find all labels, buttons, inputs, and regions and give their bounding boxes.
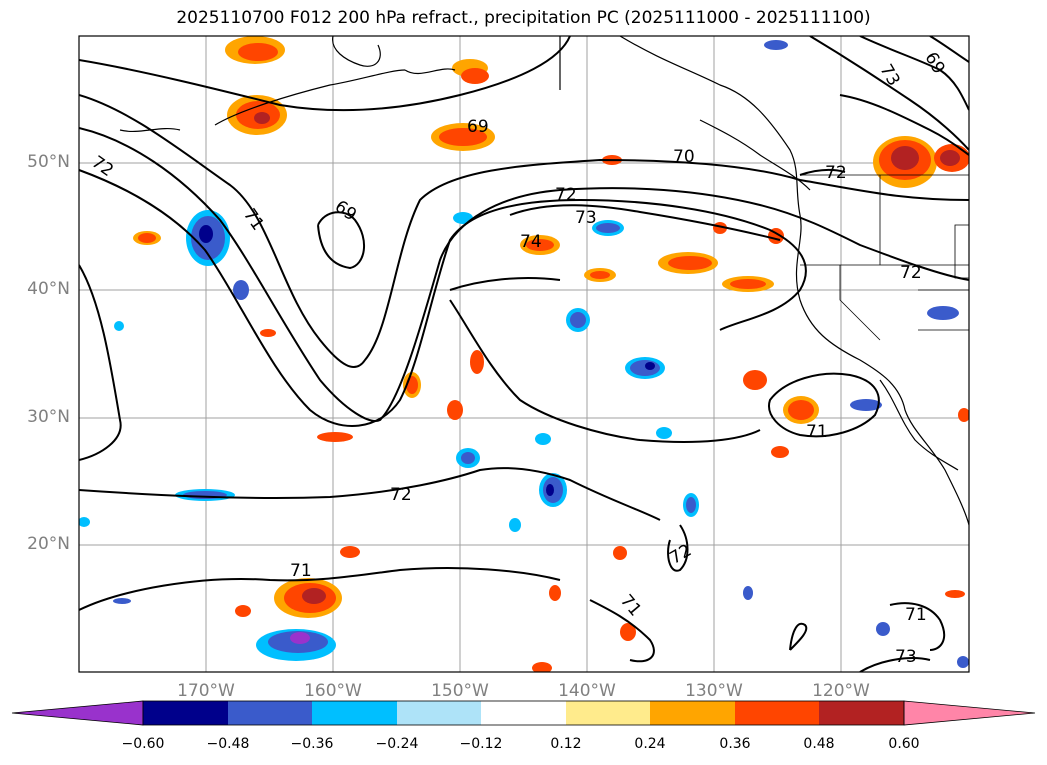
- contour-label: 71: [905, 605, 927, 625]
- contour-label: 74: [520, 232, 542, 252]
- contour-label: 71: [290, 561, 312, 581]
- colorbar-tick-label: 0.36: [719, 736, 751, 752]
- colorbar-tick-label: −0.48: [206, 736, 250, 752]
- refractivity-contours: [79, 36, 969, 672]
- contour-label: 72: [825, 163, 847, 183]
- positive-anomaly-patches: [133, 36, 969, 672]
- lon-label: 140°W: [558, 681, 616, 701]
- colorbar-segment: [819, 701, 904, 725]
- colorbar-extend-max: [903, 700, 1036, 726]
- contour-label: 71: [806, 422, 828, 442]
- colorbar-tick-label: −0.12: [459, 736, 503, 752]
- colorbar-segment: [312, 701, 397, 725]
- colorbar-tick-label: −0.36: [290, 736, 334, 752]
- colorbar-tick-label: 0.24: [634, 736, 666, 752]
- contour-label: 73: [575, 208, 597, 228]
- contour-label: 69: [467, 117, 489, 137]
- colorbar-tick-label: −0.24: [375, 736, 419, 752]
- colorbar: [11, 700, 1036, 726]
- colorbar-tick-label: −0.60: [121, 736, 165, 752]
- lon-label: 120°W: [812, 681, 870, 701]
- colorbar-segment: [735, 701, 820, 725]
- map-content: 69 70 72 73 74 71 72 69 72 72 71 71 71 7…: [79, 36, 969, 672]
- lon-label: 160°W: [304, 681, 362, 701]
- chart-title: 2025110700 F012 200 hPa refract., precip…: [176, 8, 871, 28]
- colorbar-extend-min: [11, 700, 144, 726]
- contour-label: 72: [555, 185, 577, 205]
- contour-label: 73: [895, 647, 917, 667]
- colorbar-segment: [481, 701, 566, 725]
- lat-label: 30°N: [27, 407, 70, 427]
- colorbar-segment: [228, 701, 313, 725]
- borders: [800, 174, 969, 341]
- lon-label: 150°W: [431, 681, 489, 701]
- gridlines: [79, 36, 969, 672]
- colorbar-tick-label: 0.48: [803, 736, 835, 752]
- coastlines: [119, 36, 969, 526]
- colorbar-segment: [650, 701, 735, 725]
- contour-label: 72: [900, 263, 922, 283]
- contour-label: 70: [673, 147, 695, 167]
- colorbar-segment: [143, 701, 228, 725]
- lat-label: 40°N: [27, 279, 70, 299]
- negative-anomaly-patches: [79, 40, 969, 668]
- lon-label: 170°W: [177, 681, 235, 701]
- colorbar-tick-label: 0.60: [888, 736, 920, 752]
- lat-label: 20°N: [27, 534, 70, 554]
- colorbar-tick-label: 0.12: [550, 736, 582, 752]
- map-frame: [78, 35, 970, 673]
- colorbar-segment: [397, 701, 482, 725]
- lon-label: 130°W: [685, 681, 743, 701]
- lat-label: 50°N: [27, 152, 70, 172]
- contour-label: 72: [390, 485, 412, 505]
- colorbar-segment: [566, 701, 651, 725]
